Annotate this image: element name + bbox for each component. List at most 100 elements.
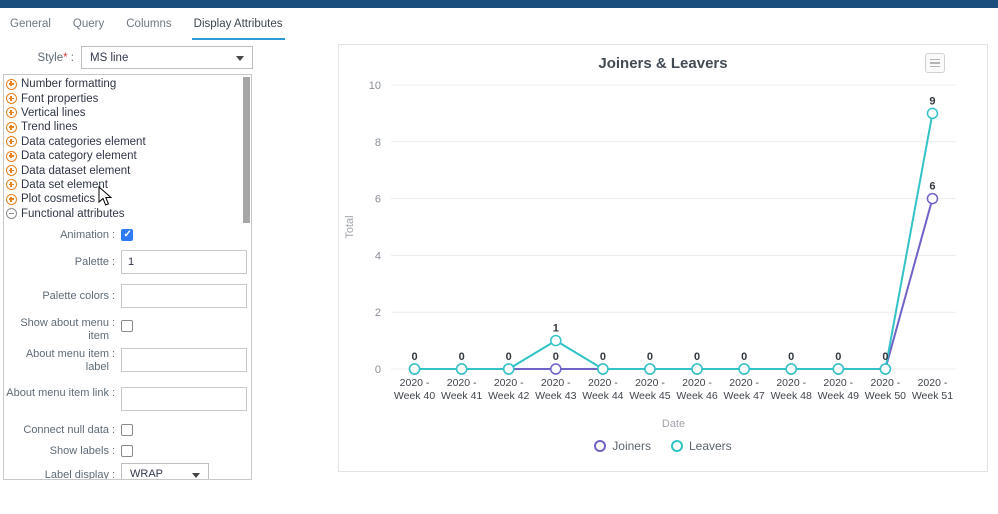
tree-item-label: Data categories element (21, 135, 146, 148)
svg-text:2020 -: 2020 - (635, 377, 665, 389)
tree-item-vertical-lines[interactable]: Vertical lines (6, 106, 251, 120)
svg-text:6: 6 (375, 194, 381, 206)
tree-item-label: Data category element (21, 150, 137, 163)
expand-icon[interactable] (6, 179, 17, 191)
expand-icon[interactable] (6, 107, 17, 119)
animation-row: Animation (4, 228, 251, 242)
show-about-menu-item-label: Show about menu item (4, 317, 115, 343)
tree-item-functional-attributes[interactable]: Functional attributes (6, 207, 251, 221)
legend-item-leavers[interactable]: Leavers (670, 439, 732, 453)
svg-text:0: 0 (788, 351, 794, 363)
svg-text:8: 8 (375, 137, 381, 149)
tree-item-label: Font properties (21, 92, 99, 105)
connect-null-data-checkbox[interactable] (121, 423, 133, 436)
tree-item-data-categories-element[interactable]: Data categories element (6, 135, 251, 149)
svg-text:Week 47: Week 47 (724, 390, 765, 402)
tree-item-data-dataset-element[interactable]: Data dataset element (6, 163, 251, 177)
chart-panel: Joiners & Leavers 0 2 4 6 8 10 Total 0 0 0 0 1 0 0 0 0 0… (338, 44, 988, 472)
svg-text:0: 0 (647, 351, 653, 363)
connect-null-data-label: Connect null data (4, 424, 115, 437)
svg-text:2020 -: 2020 - (870, 377, 900, 389)
hamburger-menu-icon (930, 58, 940, 68)
about-menu-item-label-input[interactable] (121, 347, 247, 372)
top-bar (0, 0, 998, 8)
svg-text:Week 43: Week 43 (535, 390, 576, 402)
show-labels-row: Show labels (4, 444, 251, 458)
about-menu-item-label-label: About menu item label (4, 348, 115, 374)
tree-item-data-category-element[interactable]: Data category element (6, 149, 251, 163)
about-menu-item-link-input[interactable] (121, 386, 247, 411)
chart-legend: Joiners Leavers (339, 439, 987, 453)
style-label: Style* (0, 52, 74, 64)
style-select[interactable]: MS line (81, 46, 253, 69)
svg-text:Date: Date (662, 418, 685, 430)
tree-item-plot-cosmetics[interactable]: Plot cosmetics (6, 192, 251, 206)
expand-icon[interactable] (6, 193, 17, 205)
chevron-down-icon (192, 472, 200, 478)
expand-icon[interactable] (6, 78, 17, 90)
svg-text:2020 -: 2020 - (400, 377, 430, 389)
chart-menu-button[interactable] (925, 53, 945, 73)
show-about-menu-item-checkbox[interactable] (121, 319, 133, 332)
svg-text:Week 49: Week 49 (818, 390, 859, 402)
about-menu-item-link-row: About menu item link (4, 386, 251, 411)
svg-text:2020 -: 2020 - (823, 377, 853, 389)
svg-text:2020 -: 2020 - (682, 377, 712, 389)
style-field-row: Style* MS line (0, 46, 253, 69)
collapse-icon[interactable] (6, 208, 17, 220)
tab-display-attributes[interactable]: Display Attributes (191, 12, 285, 40)
tree-item-label: Data set element (21, 178, 108, 191)
chart-title: Joiners & Leavers (598, 55, 728, 72)
show-labels-label: Show labels (4, 445, 115, 458)
tab-columns[interactable]: Columns (126, 18, 172, 30)
tree-item-font-properties[interactable]: Font properties (6, 91, 251, 105)
tree-item-trend-lines[interactable]: Trend lines (6, 120, 251, 134)
expand-icon[interactable] (6, 165, 17, 177)
svg-text:Week 48: Week 48 (771, 390, 812, 402)
expand-icon[interactable] (6, 136, 17, 148)
tree-item-label: Trend lines (21, 121, 78, 134)
required-asterisk: * (63, 51, 68, 64)
svg-text:0: 0 (506, 351, 512, 363)
expand-icon[interactable] (6, 121, 17, 133)
svg-text:0: 0 (411, 351, 417, 363)
show-labels-checkbox[interactable] (121, 444, 133, 457)
expand-icon[interactable] (6, 150, 17, 162)
palette-label: Palette (4, 256, 115, 269)
legend-ring-icon (594, 440, 607, 452)
display-attributes-panel: Number formatting Font properties Vertical… (3, 74, 252, 480)
animation-label: Animation (4, 229, 115, 242)
palette-input[interactable] (121, 249, 247, 274)
svg-text:0: 0 (459, 351, 465, 363)
palette-colors-input[interactable] (121, 283, 247, 308)
about-menu-item-label-row: About menu item label (4, 347, 251, 374)
tree-item-label: Data dataset element (21, 164, 131, 177)
tree-item-data-set-element[interactable]: Data set element (6, 178, 251, 192)
svg-text:Week 51: Week 51 (912, 390, 953, 402)
tree-item-label: Number formatting (21, 78, 117, 91)
tab-bar: General Query Columns Display Attributes (8, 12, 285, 40)
tab-general[interactable]: General (10, 18, 51, 30)
expand-icon[interactable] (6, 93, 17, 105)
animation-checkbox[interactable] (121, 228, 133, 241)
tree-item-number-formatting[interactable]: Number formatting (6, 77, 251, 91)
palette-row: Palette (4, 249, 251, 274)
style-select-value: MS line (90, 51, 129, 64)
svg-text:2: 2 (375, 307, 381, 319)
panel-scrollbar[interactable] (243, 77, 250, 223)
attributes-tree: Number formatting Font properties Vertical… (4, 75, 251, 221)
legend-item-joiners[interactable]: Joiners (594, 439, 651, 453)
label-display-row: Label display WRAP (4, 462, 251, 479)
svg-text:1: 1 (553, 323, 559, 335)
svg-text:2020 -: 2020 - (588, 377, 618, 389)
label-display-select[interactable]: WRAP (121, 462, 209, 479)
svg-text:Week 45: Week 45 (629, 390, 670, 402)
show-about-menu-item-row: Show about menu item (4, 317, 251, 343)
legend-label: Joiners (612, 439, 651, 453)
label-display-label: Label display (4, 469, 115, 479)
tab-query[interactable]: Query (72, 18, 105, 30)
palette-colors-label: Palette colors (4, 290, 115, 303)
functional-attributes-form: Animation Palette Palette colors Show ab… (4, 221, 251, 479)
svg-text:0: 0 (553, 351, 559, 363)
